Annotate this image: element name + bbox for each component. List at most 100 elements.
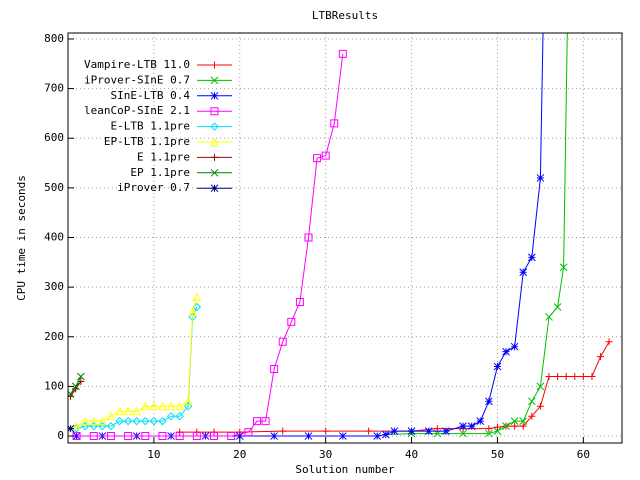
point-marker	[106, 411, 116, 421]
point-marker	[158, 416, 167, 426]
legend-label: E 1.1pre	[137, 150, 190, 163]
point-marker	[115, 406, 124, 416]
point-marker	[77, 372, 85, 381]
point-marker	[588, 372, 596, 380]
point-marker	[211, 153, 218, 161]
legend-label: Vampire-LTB 11.0	[84, 58, 190, 71]
point-marker	[559, 263, 568, 272]
point-marker	[175, 411, 184, 421]
y-tick-label: 700	[44, 82, 64, 95]
point-marker	[304, 432, 313, 440]
y-tick-label: 500	[44, 181, 64, 194]
legend-label: iProver-SInE 0.7	[84, 73, 190, 86]
point-marker	[338, 432, 347, 440]
point-marker	[210, 432, 219, 441]
point-marker	[562, 372, 570, 380]
series-line	[76, 53, 344, 437]
point-marker	[140, 401, 150, 411]
point-marker	[183, 396, 193, 406]
point-marker	[536, 174, 545, 182]
point-marker	[244, 428, 253, 437]
point-marker	[605, 338, 613, 346]
point-marker	[89, 432, 98, 441]
point-marker	[270, 365, 279, 374]
point-marker	[71, 382, 80, 391]
point-marker	[98, 416, 107, 426]
point-marker	[493, 427, 502, 435]
point-marker	[424, 427, 433, 435]
point-marker	[124, 432, 133, 441]
y-tick-label: 600	[44, 131, 64, 144]
point-marker	[485, 429, 493, 438]
point-marker	[261, 417, 270, 426]
grid	[68, 33, 622, 443]
point-marker	[519, 417, 528, 426]
point-marker	[123, 416, 133, 426]
point-marker	[442, 427, 450, 435]
point-marker	[141, 432, 150, 441]
point-marker	[210, 168, 219, 177]
point-marker	[106, 432, 115, 441]
x-tick-label: 40	[405, 448, 418, 461]
point-marker	[459, 422, 467, 430]
point-marker	[287, 317, 296, 326]
point-marker	[278, 337, 287, 346]
legend-label: EP-LTB 1.1pre	[104, 135, 190, 148]
point-marker	[72, 432, 81, 441]
point-marker	[528, 412, 536, 420]
point-marker	[511, 422, 519, 430]
point-marker	[597, 353, 605, 361]
x-tick-label: 10	[147, 448, 160, 461]
point-marker	[536, 382, 545, 391]
chart-title: LTBResults	[312, 9, 378, 22]
x-tick-label: 50	[491, 448, 504, 461]
x-tick-label: 30	[319, 448, 332, 461]
point-marker	[270, 432, 278, 440]
point-marker	[72, 421, 81, 431]
point-marker	[485, 397, 493, 406]
x-tick-label: 60	[577, 448, 590, 461]
point-marker	[210, 184, 219, 193]
point-marker	[149, 416, 159, 426]
point-marker	[321, 151, 330, 160]
point-marker	[330, 119, 339, 128]
y-tick-label: 300	[44, 280, 64, 293]
point-marker	[527, 253, 536, 262]
point-marker	[158, 401, 167, 411]
point-marker	[459, 429, 467, 438]
series-line	[76, 296, 198, 427]
point-marker	[72, 432, 81, 440]
y-tick-label: 100	[44, 379, 64, 392]
point-marker	[373, 432, 382, 440]
y-tick-label: 200	[44, 330, 64, 343]
point-marker	[381, 430, 390, 439]
point-marker	[493, 362, 502, 371]
point-marker	[166, 411, 176, 421]
point-marker	[571, 372, 579, 380]
point-marker	[407, 427, 416, 435]
point-marker	[188, 307, 197, 316]
point-marker	[485, 425, 493, 433]
point-marker	[338, 49, 347, 58]
point-marker	[545, 313, 553, 321]
point-marker	[322, 427, 330, 435]
point-marker	[467, 422, 476, 430]
point-marker	[579, 372, 587, 380]
point-marker	[175, 432, 184, 441]
point-marker	[149, 401, 159, 411]
point-marker	[527, 397, 536, 406]
point-marker	[141, 416, 150, 426]
point-marker	[313, 154, 322, 163]
point-marker	[502, 422, 510, 430]
point-marker	[390, 427, 399, 435]
point-marker	[210, 122, 219, 131]
plot-area	[68, 33, 613, 441]
legend: Vampire-LTB 11.0 iProver-SInE 0.7 SInE-LTB…	[84, 58, 232, 194]
y-tick-label: 800	[44, 32, 64, 45]
point-marker	[554, 372, 562, 380]
y-axis-label: CPU time in seconds	[15, 175, 28, 301]
point-marker	[235, 432, 244, 440]
point-marker	[510, 417, 519, 426]
point-marker	[493, 423, 501, 431]
